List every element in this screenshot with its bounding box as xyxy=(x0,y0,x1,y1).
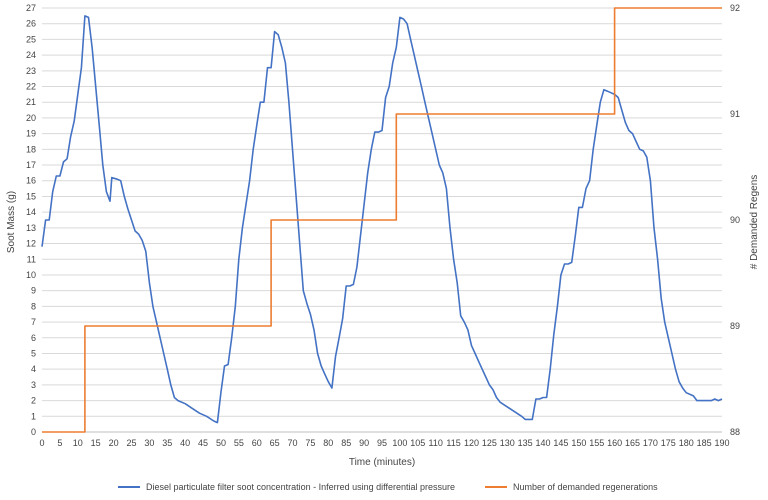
y-tick-21: 21 xyxy=(26,97,36,107)
x-tick-175: 175 xyxy=(661,438,676,448)
grid xyxy=(42,7,722,433)
x-tick-145: 145 xyxy=(553,438,568,448)
x-axis-title: Time (minutes) xyxy=(349,457,415,468)
x-tick-150: 150 xyxy=(571,438,586,448)
x-tick-115: 115 xyxy=(446,438,460,448)
y-tick-4: 4 xyxy=(31,364,36,374)
legend-swatch-soot xyxy=(118,486,140,488)
y2-axis-title: # Demanded Regens xyxy=(749,175,760,270)
y2-tick-92: 92 xyxy=(730,3,740,13)
x-tick-65: 65 xyxy=(270,438,280,448)
series-line-1 xyxy=(42,7,722,433)
y-tick-3: 3 xyxy=(31,380,36,390)
y-tick-9: 9 xyxy=(31,286,36,296)
x-tick-100: 100 xyxy=(392,438,407,448)
y-tick-11: 11 xyxy=(27,254,36,264)
y-tick-16: 16 xyxy=(26,176,36,186)
legend-item-regens: Number of demanded regenerations xyxy=(485,482,658,492)
x-tick-55: 55 xyxy=(234,438,244,448)
y-tick-20: 20 xyxy=(26,113,36,123)
x-tick-labels: 0 5 10 15 20 25 30 35 40 45 50 55 60 65 70 75 80 85 90 95 10… xyxy=(39,438,729,448)
x-tick-110: 110 xyxy=(429,438,443,448)
x-tick-90: 90 xyxy=(359,438,369,448)
x-tick-165: 165 xyxy=(625,438,640,448)
y-tick-labels: 0123456789101112131415161718192021222324… xyxy=(26,3,36,437)
series-layer xyxy=(41,7,723,433)
x-tick-70: 70 xyxy=(288,438,298,448)
x-tick-25: 25 xyxy=(126,438,136,448)
y2-tick-labels: 88 89 90 91 92 xyxy=(730,3,740,437)
x-tick-160: 160 xyxy=(607,438,622,448)
y-tick-6: 6 xyxy=(31,333,36,343)
y2-tick-89: 89 xyxy=(730,321,740,331)
legend-swatch-regens xyxy=(485,486,507,488)
y2-tick-90: 90 xyxy=(730,215,740,225)
x-tick-75: 75 xyxy=(305,438,315,448)
x-tick-180: 180 xyxy=(679,438,694,448)
y-tick-27: 27 xyxy=(26,3,36,13)
y-tick-2: 2 xyxy=(31,396,36,406)
x-tick-190: 190 xyxy=(714,438,729,448)
x-tick-20: 20 xyxy=(109,438,119,448)
x-tick-185: 185 xyxy=(697,438,712,448)
x-tick-15: 15 xyxy=(91,438,101,448)
x-tick-0: 0 xyxy=(39,438,44,448)
y-tick-7: 7 xyxy=(31,317,36,327)
y-tick-26: 26 xyxy=(26,19,36,29)
y-tick-10: 10 xyxy=(26,270,36,280)
x-tick-135: 135 xyxy=(518,438,533,448)
y-tick-18: 18 xyxy=(26,144,36,154)
y-tick-8: 8 xyxy=(31,301,36,311)
x-tick-35: 35 xyxy=(162,438,172,448)
y-tick-13: 13 xyxy=(26,223,36,233)
series-line-0 xyxy=(41,15,723,424)
legend-label-soot: Diesel particulate filter soot concentra… xyxy=(146,482,455,492)
legend-label-regens: Number of demanded regenerations xyxy=(513,482,658,492)
x-tick-85: 85 xyxy=(341,438,351,448)
chart: 0 5 10 15 20 25 30 35 40 45 50 55 60 65 70 75 80 85 90 95 10… xyxy=(6,3,760,468)
x-tick-10: 10 xyxy=(73,438,83,448)
y-tick-17: 17 xyxy=(26,160,36,170)
x-tick-40: 40 xyxy=(180,438,190,448)
x-tick-155: 155 xyxy=(589,438,604,448)
x-tick-50: 50 xyxy=(216,438,226,448)
y-tick-15: 15 xyxy=(26,191,36,201)
x-tick-60: 60 xyxy=(252,438,262,448)
x-tick-130: 130 xyxy=(500,438,515,448)
y2-tick-91: 91 xyxy=(730,109,740,119)
legend-item-soot: Diesel particulate filter soot concentra… xyxy=(118,482,455,492)
x-tick-105: 105 xyxy=(410,438,425,448)
y2-tick-88: 88 xyxy=(730,427,740,437)
y-tick-23: 23 xyxy=(26,66,36,76)
y-tick-19: 19 xyxy=(26,129,36,139)
x-tick-5: 5 xyxy=(57,438,62,448)
x-tick-30: 30 xyxy=(144,438,154,448)
y-axis-title: Soot Mass (g) xyxy=(6,191,17,253)
x-tick-125: 125 xyxy=(482,438,497,448)
x-tick-80: 80 xyxy=(323,438,333,448)
x-tick-170: 170 xyxy=(643,438,658,448)
x-tick-45: 45 xyxy=(198,438,208,448)
y-tick-5: 5 xyxy=(31,348,36,358)
y-tick-14: 14 xyxy=(26,207,36,217)
x-tick-95: 95 xyxy=(377,438,387,448)
y-tick-1: 1 xyxy=(31,411,36,421)
legend: Diesel particulate filter soot concentra… xyxy=(0,482,768,496)
y-tick-0: 0 xyxy=(31,427,36,437)
y-tick-24: 24 xyxy=(26,50,36,60)
x-tick-140: 140 xyxy=(536,438,551,448)
y-tick-12: 12 xyxy=(26,239,36,249)
x-tick-120: 120 xyxy=(464,438,479,448)
y-tick-25: 25 xyxy=(26,34,36,44)
y-tick-22: 22 xyxy=(26,82,36,92)
